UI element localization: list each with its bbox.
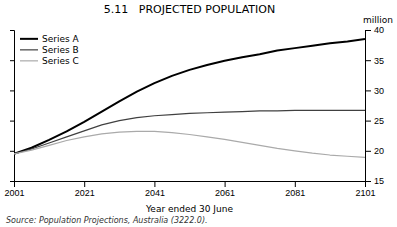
x-tick-label: 2081 bbox=[285, 188, 305, 198]
y-tick-mark bbox=[365, 30, 371, 31]
legend-item: Series B bbox=[20, 45, 79, 55]
x-tick-mark bbox=[84, 181, 85, 187]
y-tick: 15 bbox=[365, 176, 384, 186]
chart: 2001 2021 2041 2061 2081 2101 15 20 25 30 35 40 Seri… bbox=[0, 0, 397, 227]
x-tick: 2041 bbox=[145, 181, 165, 198]
plot: 2001 2021 2041 2061 2081 2101 15 20 25 30 35 40 Seri… bbox=[4, 25, 384, 198]
series-line bbox=[14, 39, 365, 154]
x-tick-label: 2021 bbox=[75, 188, 95, 198]
title: 5.11 PROJECTED POPULATION bbox=[104, 3, 275, 16]
y-tick-mark bbox=[365, 121, 371, 122]
legend-swatch bbox=[20, 60, 38, 61]
y-axis-left-line bbox=[10, 31, 15, 182]
y-tick: 35 bbox=[365, 56, 384, 66]
y-tick-label: 35 bbox=[374, 56, 384, 66]
x-axis-line bbox=[15, 182, 366, 188]
x-tick-label: 2001 bbox=[4, 188, 24, 198]
x-tick-mark bbox=[154, 181, 155, 187]
x-tick: 2101 bbox=[355, 181, 375, 198]
y-tick-mark bbox=[365, 90, 371, 91]
y-tick-mark bbox=[365, 60, 371, 61]
y-axis-left bbox=[10, 31, 15, 182]
legend-item: Series C bbox=[20, 56, 79, 66]
lines bbox=[14, 39, 365, 157]
y-tick: 25 bbox=[365, 116, 384, 126]
source-note: Source: Population Projections, Australi… bbox=[6, 216, 208, 225]
x-tick: 2081 bbox=[285, 181, 305, 198]
y-tick-label: 25 bbox=[374, 116, 384, 126]
y-tick-mark bbox=[10, 60, 14, 61]
y-axis-right-line bbox=[366, 31, 372, 182]
y-tick-left bbox=[10, 60, 14, 61]
y-tick-label: 40 bbox=[374, 25, 384, 35]
x-tick: 2001 bbox=[4, 181, 24, 198]
legend-item: Series A bbox=[20, 34, 80, 44]
y-axis-right: 15 20 25 30 35 40 bbox=[365, 25, 384, 186]
y-tick: 30 bbox=[365, 86, 384, 96]
x-tick-label: 2101 bbox=[355, 188, 375, 198]
legend-label: Series A bbox=[42, 34, 80, 44]
x-tick-mark bbox=[295, 181, 296, 187]
series-line bbox=[14, 110, 365, 153]
y-tick-label: 20 bbox=[374, 146, 384, 156]
legend-label: Series C bbox=[42, 56, 79, 66]
y-tick-left bbox=[10, 90, 14, 91]
x-tick-mark bbox=[225, 181, 226, 187]
y-tick-mark bbox=[10, 151, 14, 152]
y-tick-mark bbox=[10, 181, 14, 182]
y-tick-mark bbox=[365, 151, 371, 152]
y-tick-mark bbox=[10, 90, 14, 91]
y-tick-mark bbox=[10, 121, 14, 122]
y-tick-left bbox=[10, 181, 14, 182]
x-tick: 2021 bbox=[75, 181, 95, 198]
y-tick: 20 bbox=[365, 146, 384, 156]
x-axis-label: Year ended 30 June bbox=[145, 204, 233, 214]
x-tick-label: 2041 bbox=[145, 188, 165, 198]
legend-swatch bbox=[20, 38, 38, 40]
y-tick-label: 30 bbox=[374, 86, 384, 96]
legend-swatch bbox=[20, 49, 38, 50]
y-axis-label: million bbox=[363, 15, 393, 25]
legend: Series ASeries BSeries C bbox=[20, 34, 80, 66]
x-tick: 2061 bbox=[215, 181, 235, 198]
x-axis: 2001 2021 2041 2061 2081 2101 bbox=[4, 181, 375, 198]
x-tick-label: 2061 bbox=[215, 188, 235, 198]
y-tick-mark bbox=[10, 30, 14, 31]
y-tick-left bbox=[10, 121, 14, 122]
y-tick-label: 15 bbox=[374, 176, 384, 186]
y-tick: 40 bbox=[365, 25, 384, 35]
y-tick-left bbox=[10, 30, 14, 31]
y-tick-left bbox=[10, 151, 14, 152]
y-tick-mark bbox=[365, 181, 371, 182]
series-line bbox=[14, 131, 365, 157]
legend-label: Series B bbox=[42, 45, 79, 55]
